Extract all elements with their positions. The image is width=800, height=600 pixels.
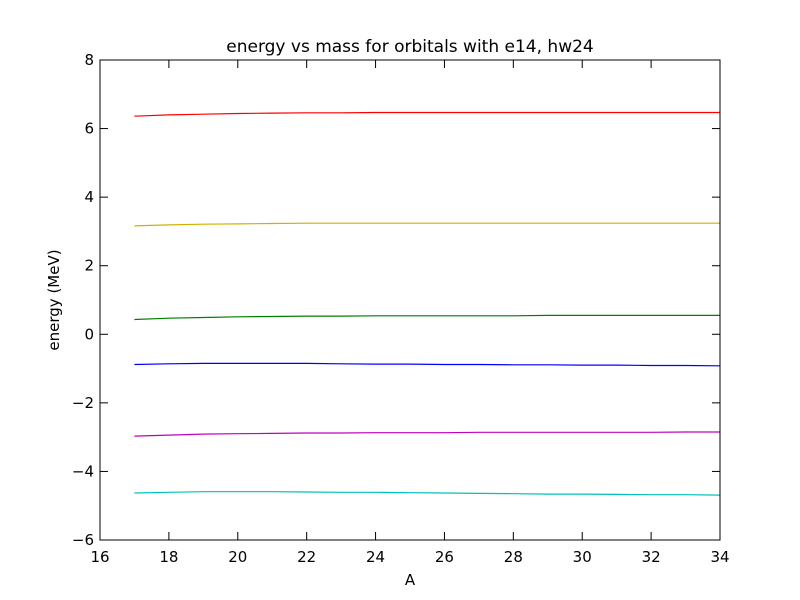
x-tick-label: 22 (297, 548, 316, 566)
y-tick-label: −2 (72, 394, 94, 412)
x-tick-label: 32 (642, 548, 661, 566)
series-layer (134, 111, 721, 496)
series-line-5 (134, 431, 720, 437)
x-tick-label: 30 (573, 548, 592, 566)
y-tick-label: 8 (84, 51, 94, 69)
plot-frame (99, 59, 721, 541)
x-tick-label: 34 (710, 548, 729, 566)
x-tick-label: 18 (159, 548, 178, 566)
y-tick-label: −4 (72, 462, 94, 480)
series-line-1 (134, 111, 720, 117)
x-tick-label: 28 (504, 548, 523, 566)
series-line-4 (134, 362, 721, 367)
x-tick-label: 26 (435, 548, 454, 566)
y-tick-label: 6 (84, 120, 94, 138)
x-axis-label: A (405, 571, 416, 589)
series-line-3 (134, 314, 720, 321)
series-line-2 (134, 222, 720, 227)
x-tick-label: 24 (366, 548, 385, 566)
x-tick-label: 20 (228, 548, 247, 566)
series-line-6 (134, 491, 721, 496)
y-axis-label: energy (MeV) (45, 249, 63, 350)
x-tick-label: 16 (90, 548, 109, 566)
y-tick-label: −6 (72, 531, 94, 549)
chart-title: energy vs mass for orbitals with e14, hw… (226, 37, 593, 57)
y-tick-label: 2 (84, 257, 94, 275)
y-tick-label: 4 (84, 188, 94, 206)
y-tick-label: 0 (84, 325, 94, 343)
